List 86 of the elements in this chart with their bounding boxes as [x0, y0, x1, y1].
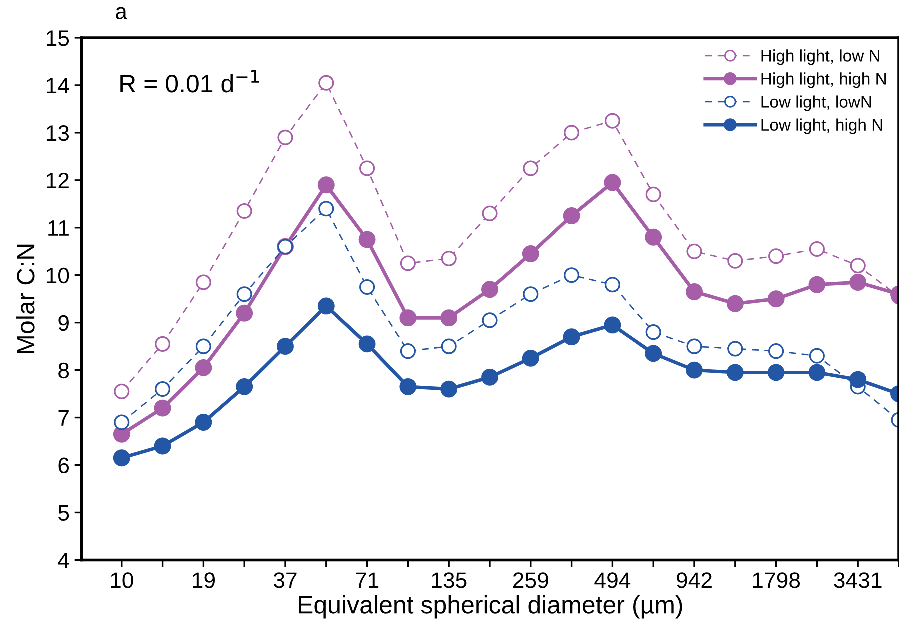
x-tick-label: 494: [594, 572, 631, 588]
y-tick-label: 4: [58, 552, 70, 568]
chart-title: a: [116, 7, 128, 20]
point: [604, 316, 622, 334]
point: [726, 295, 744, 312]
y-tick-label: 5: [58, 505, 70, 521]
x-tick-label: 135: [432, 572, 467, 588]
point: [236, 378, 254, 396]
x-axis-title: Equivalent spherical diameter (µm): [299, 596, 682, 619]
point: [113, 450, 130, 467]
point: [154, 438, 172, 455]
point: [358, 231, 376, 248]
point: [686, 244, 702, 260]
point: [195, 359, 212, 376]
point: [728, 253, 744, 269]
point: [400, 310, 417, 327]
point: [440, 380, 458, 398]
point: [360, 160, 376, 176]
point: [850, 371, 867, 388]
x-tick-label: 37: [274, 572, 297, 588]
x-tick-label: 942: [677, 572, 712, 588]
point: [646, 186, 662, 202]
point: [400, 378, 417, 396]
point: [236, 304, 254, 322]
point: [563, 208, 580, 224]
point: [522, 246, 540, 262]
x-tick-label: 10: [111, 572, 134, 588]
point: [850, 274, 867, 291]
point: [523, 160, 539, 176]
point: [114, 414, 130, 430]
point: [686, 283, 703, 300]
legend-label: High light, high N: [762, 72, 886, 88]
point: [277, 338, 294, 356]
point: [564, 125, 580, 141]
x-tick-label: 3431: [834, 572, 882, 588]
point: [850, 258, 866, 274]
point: [808, 276, 826, 294]
y-tick-label: 14: [46, 78, 70, 94]
point: [645, 345, 662, 362]
point: [645, 228, 662, 246]
point: [768, 248, 784, 264]
legend-label: High light, low N: [762, 50, 880, 66]
point: [400, 256, 416, 272]
legend-label: Low light, high N: [762, 118, 882, 134]
x-tick-label: 1798: [753, 572, 800, 588]
y-tick-label: 15: [46, 30, 70, 46]
point: [318, 298, 335, 315]
point: [482, 368, 498, 386]
y-tick-label: 9: [58, 315, 69, 332]
x-tick-label: 19: [193, 572, 215, 588]
point: [808, 364, 826, 382]
y-axis-title: Molar C:N: [16, 244, 35, 354]
point: [236, 203, 252, 220]
y-tick-label: 7: [58, 410, 69, 426]
point: [482, 281, 498, 298]
point: [604, 113, 620, 129]
point: [604, 174, 622, 192]
point: [726, 364, 744, 382]
point: [768, 290, 785, 308]
point: [440, 310, 458, 327]
point: [196, 274, 212, 290]
y-tick-label: 13: [46, 125, 70, 142]
point: [563, 328, 580, 346]
y-tick-label: 8: [58, 362, 70, 379]
point: [686, 362, 703, 379]
point: [155, 336, 171, 352]
point: [768, 364, 785, 382]
point: [318, 75, 334, 91]
x-tick-label: 71: [356, 572, 379, 588]
point: [358, 336, 376, 353]
point: [318, 176, 335, 194]
y-tick-label: 6: [58, 458, 70, 474]
point: [482, 206, 498, 222]
point: [154, 400, 172, 417]
y-tick-label: 12: [46, 172, 69, 188]
point: [278, 130, 294, 146]
x-tick-label: 259: [513, 572, 548, 588]
point: [522, 350, 540, 367]
point: [441, 250, 457, 267]
y-tick-label: 10: [46, 268, 70, 284]
point: [114, 384, 130, 400]
legend-label: Low light, lowN: [762, 96, 872, 112]
point: [195, 414, 212, 431]
annotation: R = 0.01 d$^{−1}$: [120, 70, 260, 93]
y-tick-label: 11: [48, 220, 69, 236]
point: [809, 241, 825, 258]
